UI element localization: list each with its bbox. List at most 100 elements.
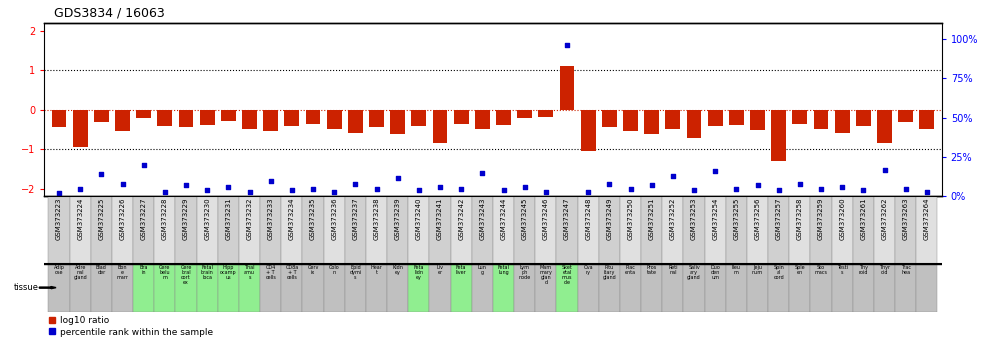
Bar <box>412 110 427 126</box>
Bar <box>665 110 680 129</box>
Point <box>517 184 533 190</box>
Text: Hipp
ocamp
us: Hipp ocamp us <box>220 265 237 280</box>
Point <box>750 183 766 188</box>
Text: GSM373229: GSM373229 <box>183 198 189 240</box>
Text: Bon
e
marr: Bon e marr <box>117 265 129 280</box>
Bar <box>133 196 154 264</box>
Point <box>771 187 786 193</box>
Point <box>475 170 491 176</box>
Text: Liv
er: Liv er <box>436 265 443 275</box>
Bar <box>725 264 747 312</box>
Bar <box>750 110 765 130</box>
Point <box>200 187 215 193</box>
Text: GSM373259: GSM373259 <box>818 198 824 240</box>
Bar <box>281 196 303 264</box>
Text: Epid
dymi
s: Epid dymi s <box>349 265 362 280</box>
Bar <box>197 196 218 264</box>
Text: GSM373261: GSM373261 <box>860 198 866 240</box>
Bar <box>450 196 472 264</box>
Text: GSM373254: GSM373254 <box>713 198 719 240</box>
Bar <box>620 264 641 312</box>
Point <box>665 173 681 179</box>
Bar <box>663 264 683 312</box>
Bar <box>705 264 725 312</box>
Bar <box>896 196 916 264</box>
Point <box>580 189 596 195</box>
Bar <box>877 110 892 143</box>
Bar <box>853 264 874 312</box>
Text: Feta
liver: Feta liver <box>456 265 467 275</box>
Text: Ileu
m: Ileu m <box>732 265 741 275</box>
Text: Hear
t: Hear t <box>371 265 382 275</box>
Bar <box>94 110 109 121</box>
Bar <box>772 110 786 161</box>
Text: GSM373231: GSM373231 <box>225 198 231 240</box>
Bar <box>599 196 620 264</box>
Point <box>495 187 511 193</box>
Text: GSM373264: GSM373264 <box>924 198 930 240</box>
Bar <box>239 264 260 312</box>
Text: Feta
lidn
ey: Feta lidn ey <box>414 265 424 280</box>
Point <box>262 178 278 183</box>
Text: Plac
enta: Plac enta <box>625 265 636 275</box>
Point <box>897 186 913 192</box>
Bar <box>475 110 490 129</box>
Text: Cerv
ix: Cerv ix <box>308 265 318 275</box>
Point <box>136 162 151 168</box>
Text: Blad
der: Blad der <box>96 265 107 275</box>
Point <box>326 189 342 195</box>
Point <box>390 175 406 181</box>
Text: GSM373250: GSM373250 <box>627 198 634 240</box>
Bar <box>242 110 257 129</box>
Bar <box>430 196 450 264</box>
Bar <box>896 264 916 312</box>
Point <box>157 189 173 195</box>
Bar <box>919 110 934 130</box>
Bar <box>663 196 683 264</box>
Point <box>369 186 384 192</box>
Bar <box>536 196 556 264</box>
Text: GSM373241: GSM373241 <box>437 198 443 240</box>
Text: Duo
den
um: Duo den um <box>711 265 721 280</box>
Bar <box>70 264 90 312</box>
Bar <box>556 196 578 264</box>
Bar <box>644 110 660 134</box>
Bar <box>620 196 641 264</box>
Bar <box>536 264 556 312</box>
Bar <box>556 264 578 312</box>
Point <box>877 167 893 172</box>
Bar <box>408 264 430 312</box>
Text: Thyr
oid: Thyr oid <box>879 265 891 275</box>
Bar <box>602 110 616 127</box>
Text: GSM373226: GSM373226 <box>120 198 126 240</box>
Bar <box>578 264 599 312</box>
Legend: log10 ratio, percentile rank within the sample: log10 ratio, percentile rank within the … <box>49 316 213 337</box>
Point <box>453 186 469 192</box>
Point <box>835 184 850 190</box>
Bar <box>408 196 430 264</box>
Text: CD4
+ T
cells: CD4 + T cells <box>265 265 276 280</box>
Bar <box>260 264 281 312</box>
Text: Trac
hea: Trac hea <box>900 265 910 275</box>
Bar <box>853 196 874 264</box>
Bar <box>623 110 638 131</box>
Text: GSM373242: GSM373242 <box>458 198 464 240</box>
Text: GSM373230: GSM373230 <box>204 198 210 240</box>
Point <box>115 181 131 187</box>
Text: GSM373249: GSM373249 <box>607 198 612 240</box>
Bar <box>73 110 87 147</box>
Point <box>411 187 427 193</box>
Bar <box>133 264 154 312</box>
Point <box>622 186 638 192</box>
Bar <box>48 264 70 312</box>
Bar <box>281 264 303 312</box>
Point <box>433 184 448 190</box>
Text: GSM373262: GSM373262 <box>882 198 888 240</box>
Bar <box>708 110 723 126</box>
Bar <box>898 110 913 121</box>
Text: Kidn
ey: Kidn ey <box>392 265 403 275</box>
Bar <box>157 110 172 126</box>
Bar <box>176 264 197 312</box>
Bar <box>90 264 112 312</box>
Point <box>220 184 236 190</box>
